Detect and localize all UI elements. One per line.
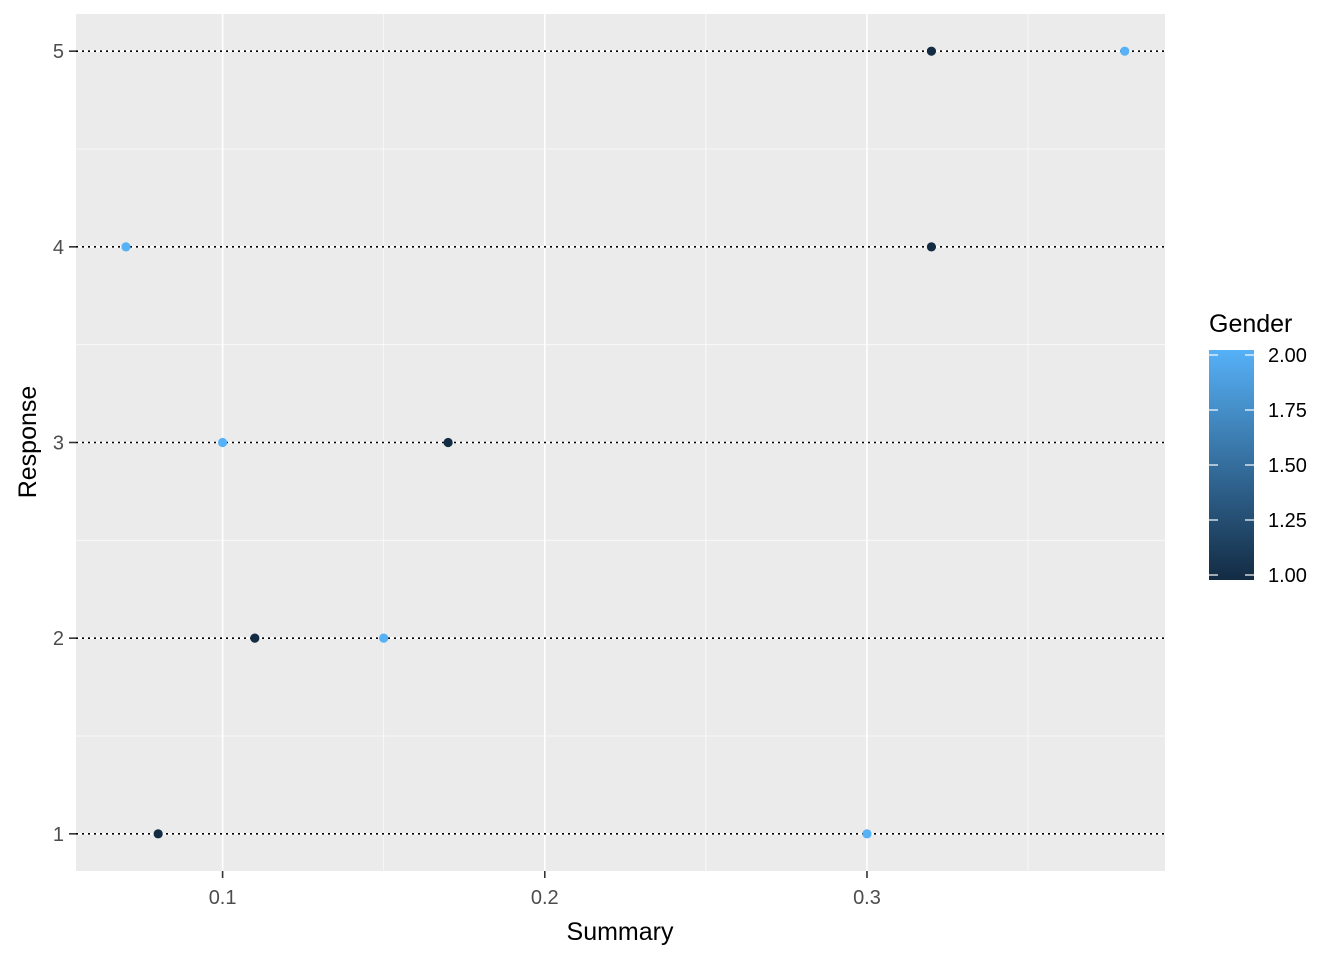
data-point xyxy=(250,633,260,643)
data-points xyxy=(121,46,1130,839)
y-axis-ticks: 1 2 3 4 5 xyxy=(53,41,76,846)
legend-break-label: 1.75 xyxy=(1268,400,1307,422)
legend-break-label: 2.00 xyxy=(1268,345,1307,367)
data-point xyxy=(379,633,389,643)
x-axis-ticks: 0.1 0.2 0.3 xyxy=(209,871,881,909)
legend-break-label: 1.00 xyxy=(1268,565,1307,587)
y-tick-label: 4 xyxy=(53,237,64,259)
x-axis-title: Summary xyxy=(567,918,674,946)
x-tick-label: 0.3 xyxy=(853,887,881,909)
legend-break-label: 1.50 xyxy=(1268,455,1307,477)
legend-break-label: 1.25 xyxy=(1268,510,1307,532)
y-tick-label: 2 xyxy=(53,628,64,650)
y-tick-label: 1 xyxy=(53,824,64,846)
data-point xyxy=(926,242,937,252)
x-tick-label: 0.2 xyxy=(531,887,559,909)
data-point xyxy=(153,829,163,839)
data-point xyxy=(926,46,937,56)
x-tick-label: 0.1 xyxy=(209,887,237,909)
color-legend: Gender 1.00 1.25 1.50 1.75 2.00 xyxy=(1209,310,1307,587)
y-axis-title: Response xyxy=(14,386,42,499)
y-tick-label: 5 xyxy=(53,41,64,63)
data-point xyxy=(121,242,131,252)
legend-title: Gender xyxy=(1209,310,1292,338)
data-point xyxy=(862,829,872,839)
y-tick-label: 3 xyxy=(53,433,64,455)
legend-ticks: 1.00 1.25 1.50 1.75 2.00 xyxy=(1209,345,1307,587)
data-point xyxy=(217,437,228,448)
data-point xyxy=(1120,46,1130,56)
data-point xyxy=(443,437,453,448)
